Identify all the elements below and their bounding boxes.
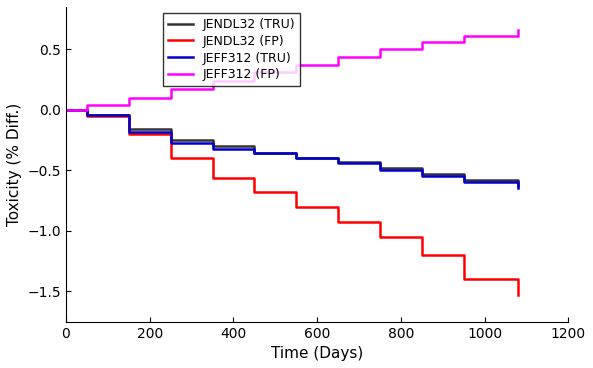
Line: JEFF312 (TRU): JEFF312 (TRU) xyxy=(66,110,518,188)
JENDL32 (FP) xyxy=(334,220,342,224)
JEFF312 (FP) xyxy=(377,47,384,52)
JEFF312 (FP) xyxy=(293,63,300,67)
JEFF312 (TRU) xyxy=(84,113,91,117)
JEFF312 (FP) xyxy=(209,79,216,83)
JENDL32 (TRU) xyxy=(515,184,522,188)
JEFF312 (TRU) xyxy=(209,146,216,151)
JENDL32 (TRU) xyxy=(460,178,467,182)
JENDL32 (FP) xyxy=(377,235,384,239)
Legend: JENDL32 (TRU), JENDL32 (FP), JEFF312 (TRU), JEFF312 (FP): JENDL32 (TRU), JENDL32 (FP), JEFF312 (TR… xyxy=(162,13,300,86)
JENDL32 (TRU) xyxy=(251,151,258,156)
JEFF312 (FP) xyxy=(167,87,174,92)
JENDL32 (FP) xyxy=(419,253,426,257)
JEFF312 (TRU) xyxy=(377,168,384,173)
JENDL32 (TRU) xyxy=(84,113,91,117)
JENDL32 (TRU) xyxy=(62,107,69,112)
JEFF312 (TRU) xyxy=(460,180,467,185)
Line: JENDL32 (TRU): JENDL32 (TRU) xyxy=(66,110,518,186)
JEFF312 (FP) xyxy=(125,96,132,100)
JEFF312 (FP) xyxy=(334,54,342,59)
JEFF312 (FP) xyxy=(515,28,522,32)
JENDL32 (TRU) xyxy=(419,172,426,176)
JEFF312 (FP) xyxy=(419,40,426,44)
JEFF312 (FP) xyxy=(84,103,91,107)
JENDL32 (FP) xyxy=(84,114,91,118)
JENDL32 (TRU) xyxy=(334,160,342,164)
JEFF312 (TRU) xyxy=(515,186,522,191)
JENDL32 (FP) xyxy=(167,156,174,160)
Line: JENDL32 (FP): JENDL32 (FP) xyxy=(66,110,518,295)
Line: JEFF312 (FP): JEFF312 (FP) xyxy=(66,30,518,110)
JEFF312 (TRU) xyxy=(293,156,300,160)
JENDL32 (FP) xyxy=(293,205,300,209)
JEFF312 (TRU) xyxy=(125,130,132,134)
X-axis label: Time (Days): Time (Days) xyxy=(271,346,364,361)
JENDL32 (FP) xyxy=(209,176,216,180)
JENDL32 (FP) xyxy=(460,277,467,282)
JEFF312 (TRU) xyxy=(62,107,69,112)
JEFF312 (FP) xyxy=(251,70,258,74)
JENDL32 (TRU) xyxy=(167,138,174,142)
Y-axis label: Toxicity (% Diff.): Toxicity (% Diff.) xyxy=(7,103,22,226)
JENDL32 (TRU) xyxy=(209,144,216,148)
JENDL32 (TRU) xyxy=(125,127,132,131)
JEFF312 (TRU) xyxy=(334,161,342,165)
JEFF312 (TRU) xyxy=(419,174,426,178)
JENDL32 (TRU) xyxy=(293,156,300,160)
JEFF312 (TRU) xyxy=(251,151,258,156)
JENDL32 (FP) xyxy=(125,132,132,136)
JENDL32 (TRU) xyxy=(377,166,384,170)
JENDL32 (FP) xyxy=(62,107,69,112)
JEFF312 (FP) xyxy=(62,107,69,112)
JENDL32 (FP) xyxy=(251,190,258,194)
JEFF312 (TRU) xyxy=(167,140,174,145)
JEFF312 (FP) xyxy=(460,34,467,38)
JENDL32 (FP) xyxy=(515,293,522,297)
